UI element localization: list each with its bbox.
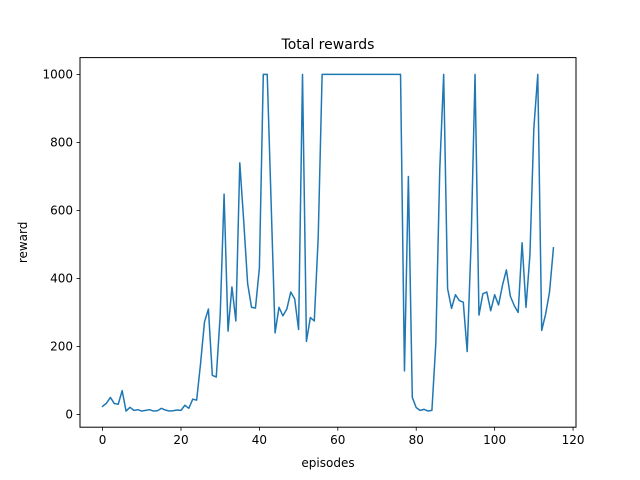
y-axis: 0 200 400 600 800 1000	[42, 68, 80, 422]
y-tick-label: 1000	[42, 68, 73, 82]
chart-title: Total rewards	[281, 37, 375, 53]
x-tick-label: 100	[483, 433, 506, 447]
y-axis-label: reward	[16, 222, 30, 264]
x-tick-label: 0	[99, 433, 107, 447]
x-axis-label: episodes	[301, 456, 354, 470]
plot-content	[101, 73, 555, 412]
x-tick-label: 40	[252, 433, 267, 447]
x-tick-label: 120	[562, 433, 585, 447]
x-tick-label: 20	[173, 433, 188, 447]
x-tick-label: 60	[330, 433, 345, 447]
y-tick-label: 0	[65, 408, 73, 422]
series-line	[101, 73, 555, 412]
y-tick-label: 400	[50, 272, 73, 286]
y-tick-label: 200	[50, 340, 73, 354]
x-tick-label: 80	[409, 433, 424, 447]
plot-frame	[79, 57, 577, 428]
y-tick-label: 800	[50, 136, 73, 150]
x-axis: 0 20 40 60 80 100 120	[99, 427, 585, 447]
y-tick-label: 600	[50, 204, 73, 218]
